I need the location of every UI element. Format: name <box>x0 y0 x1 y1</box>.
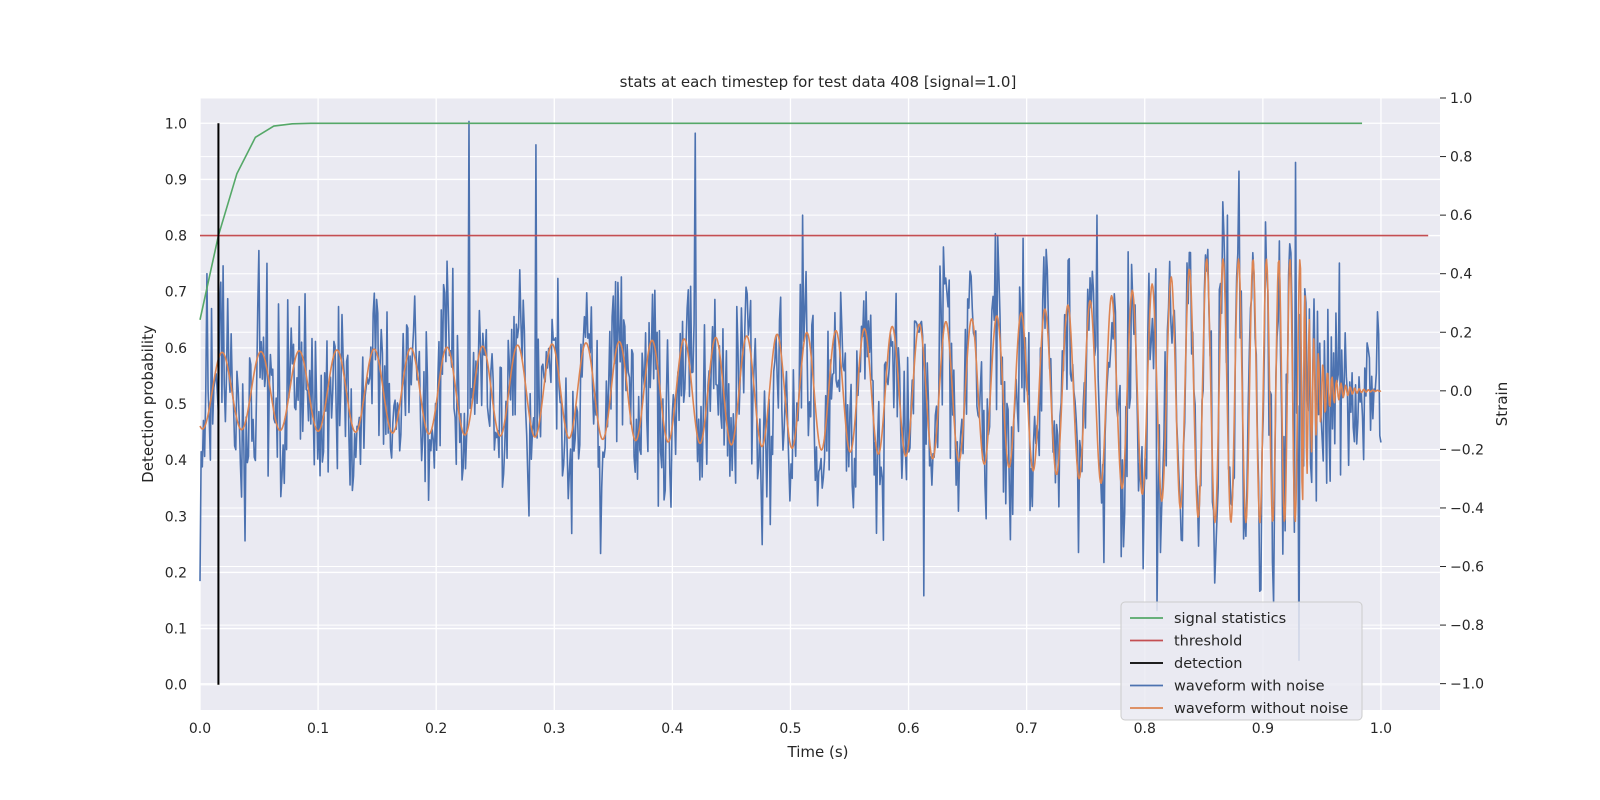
y2-tick-label: 0.2 <box>1450 325 1472 341</box>
series-signal-statistics-line <box>199 122 1363 320</box>
x-tick-label: 0.3 <box>543 721 565 737</box>
y2-tick-label: −0.4 <box>1450 501 1484 517</box>
y-tick-label: 0.3 <box>165 509 187 525</box>
y2-axis-ticks: −1.0 −0.8 −0.6 −0.4 −0.2 0.0 0.2 0.4 0.6 0.8 1.0 <box>1440 91 1484 693</box>
y-tick-label: 0.8 <box>165 229 187 245</box>
x-tick-label: 0.6 <box>897 721 919 737</box>
y-tick-label: 0.6 <box>165 341 187 357</box>
y2-tick-label: 0.8 <box>1450 150 1472 166</box>
y-axis-label: Detection probability <box>139 325 157 483</box>
x-tick-label: 0.2 <box>425 721 447 737</box>
y-axis-ticks: 0.0 0.1 0.2 0.3 0.4 0.5 0.6 0.7 0.8 0.9 1.0 <box>165 116 187 693</box>
y2-tick-label: −0.8 <box>1450 618 1484 634</box>
series-layer <box>199 120 1429 685</box>
x-tick-label: 1.0 <box>1370 721 1392 737</box>
y2-tick-label: 0.0 <box>1450 384 1472 400</box>
legend: signal statistics threshold detection wavef… <box>1120 601 1363 721</box>
legend-entry-label: waveform without noise <box>1174 701 1348 717</box>
x-axis-ticks: 0.0 0.1 0.2 0.3 0.4 0.5 0.6 0.7 0.8 0.9 1.0 <box>189 721 1392 737</box>
legend-entry-label: waveform with noise <box>1174 679 1325 695</box>
legend-entry-label: threshold <box>1174 634 1242 650</box>
y-tick-label: 0.0 <box>165 678 187 694</box>
y2-axis-label: Strain <box>1493 382 1511 426</box>
legend-box <box>1120 601 1363 721</box>
x-tick-label: 0.1 <box>307 721 329 737</box>
legend-items: signal statistics threshold detection wavef… <box>1130 611 1348 717</box>
x-tick-label: 0.9 <box>1252 721 1274 737</box>
y2-tick-label: −0.2 <box>1450 442 1484 458</box>
legend-entry-label: detection <box>1174 656 1242 672</box>
y2-tick-label: 0.4 <box>1450 267 1472 283</box>
y2-tick-label: −1.0 <box>1450 677 1484 693</box>
x-axis-label: Time (s) <box>787 743 849 761</box>
x-tick-label: 0.5 <box>779 721 801 737</box>
y-tick-label: 0.4 <box>165 453 187 469</box>
y2-tick-label: −0.6 <box>1450 560 1484 576</box>
y-tick-label: 0.1 <box>165 622 187 638</box>
chart-title: stats at each timestep for test data 408… <box>620 73 1017 91</box>
y2-tick-label: 1.0 <box>1450 91 1472 107</box>
y-tick-label: 1.0 <box>165 116 187 132</box>
x-tick-label: 0.8 <box>1134 721 1156 737</box>
y2-tick-label: 0.6 <box>1450 208 1472 224</box>
y-tick-label: 0.9 <box>165 172 187 188</box>
y-tick-label: 0.7 <box>165 285 187 301</box>
y-tick-label: 0.2 <box>165 565 187 581</box>
x-tick-label: 0.0 <box>189 721 211 737</box>
x-tick-label: 0.7 <box>1016 721 1038 737</box>
x-tick-label: 0.4 <box>661 721 683 737</box>
y-tick-label: 0.5 <box>165 397 187 413</box>
legend-entry-label: signal statistics <box>1174 611 1286 627</box>
series-waveform-without-noise-line <box>199 258 1382 524</box>
